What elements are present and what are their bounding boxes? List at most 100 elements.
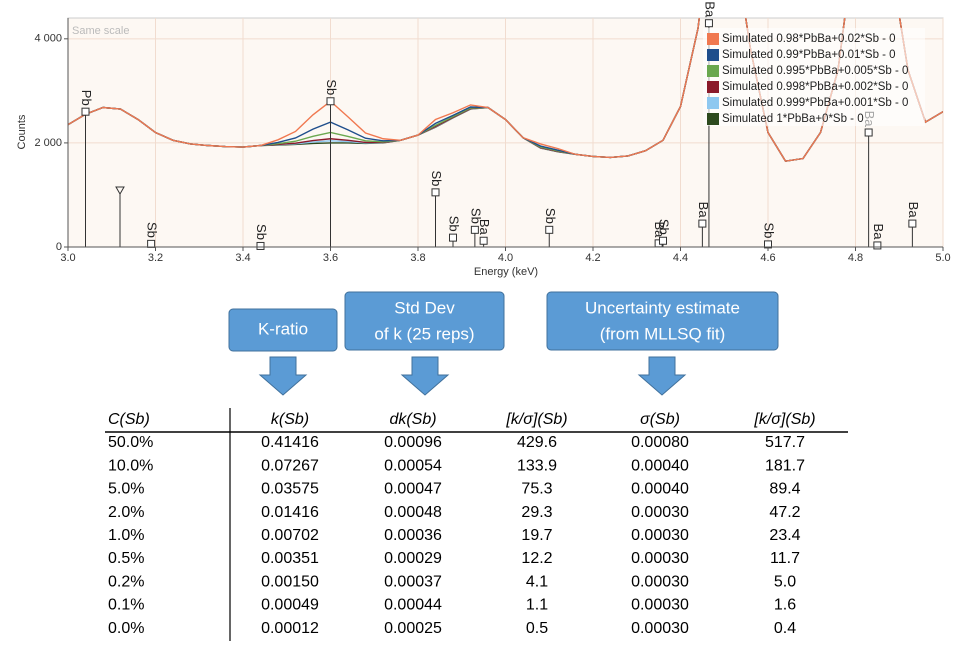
table-header: [k/σ](Sb) [505,411,567,428]
x-tick-label: 3.2 [148,252,163,264]
y-tick-label: 0 [56,241,62,253]
legend-swatch [707,33,719,45]
marker-label: Sb [543,208,558,224]
legend-label: Simulated 0.98*PbBa+0.02*Sb - 0 [722,33,896,45]
x-tick-label: 4.0 [498,252,513,264]
marker-square [431,188,440,197]
table-cell: 0.5% [108,550,144,567]
x-tick-label: 5.0 [935,252,950,264]
legend-box [703,28,925,126]
marker-square [545,225,554,234]
legend-label: Simulated 0.998*PbBa+0.002*Sb - 0 [722,81,908,93]
table-cell: 133.9 [517,457,557,474]
callout-box [228,308,338,352]
table-cell: 0.01416 [261,504,319,521]
markers: PbSbSbSbSbSbSbBaSbBaSbBaBaSbBaBaBa [79,1,921,250]
marker-square [256,241,265,250]
callout-text: Uncertainty estimate [585,298,740,317]
table-cell: 0.2% [108,573,144,590]
callout-text: Std Dev [394,298,455,317]
marker-label: Sb [429,170,444,186]
table-cell: 0.00054 [384,457,442,474]
marker-label: Ba [906,202,921,219]
table-header: [k/σ](Sb) [753,411,815,428]
table-cell: 0.0% [108,620,144,637]
table-cell: 0.00030 [631,573,689,590]
table-cell: 0.00012 [261,620,319,637]
table: C(Sb) k(Sb) dk(Sb) [k/σ](Sb) σ(Sb) [k/σ](Sb) 5… [108,411,816,637]
table-cell: 0.41416 [261,434,319,451]
callout-arrow [400,356,450,396]
table-cell: 0.00036 [384,527,442,544]
table-cell: 0.00030 [631,527,689,544]
table-cell: 0.00096 [384,434,442,451]
table-cell: 0.00048 [384,504,442,521]
marker-square [908,219,917,228]
x-tick-label: 3.8 [410,252,425,264]
table-cell: 29.3 [521,504,552,521]
legend-label: Simulated 0.99*PbBa+0.01*Sb - 0 [722,49,896,61]
callout-text: K-ratio [258,319,308,338]
callout-box [344,291,505,351]
marker-label: Sb [762,222,777,238]
callout-arrow [258,356,308,396]
table-cell: 0.00044 [384,597,442,614]
marker-label: Sb [657,219,672,235]
table-cell: 181.7 [765,457,805,474]
callout-box [546,291,779,351]
table-cell: 1.6 [774,597,796,614]
table-cell: 0.03575 [261,481,319,498]
marker-label: Ba [652,221,667,238]
table-cell: 2.0% [108,504,144,521]
table-cell: 0.00080 [631,434,689,451]
legend-swatch [707,49,719,61]
escape-marker [115,186,125,196]
table-cell: 0.5 [526,620,548,637]
marker-label: Pb [79,90,94,106]
x-tick-label: 4.8 [848,252,863,264]
table-cell: 11.7 [770,550,800,567]
x-tick-label: 3.4 [235,252,250,264]
table-cell: 1.0% [108,527,144,544]
table-cell: 0.00025 [384,620,442,637]
table-cell: 5.0% [108,481,144,498]
marker-square [873,241,882,250]
table-cell: 19.7 [521,527,552,544]
table-header: σ(Sb) [640,411,680,428]
table-cell: 0.4 [774,620,796,637]
table-cell: 429.6 [517,434,557,451]
table-cell: 0.00040 [631,457,689,474]
table-cell: 89.4 [769,481,800,498]
y-axis-label: Counts [16,114,28,149]
marker-square [470,225,479,234]
marker-label: Sb [447,216,462,232]
x-tick-label: 3.6 [323,252,338,264]
y-tick-label: 2 000 [34,137,62,149]
table-cell: 0.00030 [631,504,689,521]
legend-swatch [707,81,719,93]
table-cell: 0.00351 [261,550,319,567]
marker-label: Ba [703,1,718,18]
table-cell: 0.00037 [384,573,442,590]
marker-label: Ba [696,202,711,219]
marker-label: Sb [468,208,483,224]
marker-square [147,239,156,248]
marker-square [449,233,457,242]
table-cell: 0.1% [108,597,144,614]
legend-swatch [707,97,719,109]
marker-label: Sb [145,222,160,238]
legend-label: Simulated 0.995*PbBa+0.005*Sb - 0 [722,65,908,77]
marker-label: Ba [477,219,492,236]
legend-label: Simulated 0.999*PbBa+0.001*Sb - 0 [722,97,908,109]
table-cell: 0.00047 [384,481,442,498]
marker-square [704,19,713,28]
table-cell: 0.00049 [261,597,319,614]
marker-square [479,236,488,245]
callout-text: (from MLLSQ fit) [600,324,726,343]
marker-square [659,236,667,245]
marker-label: Sb [324,79,339,95]
table-cell: 0.00030 [631,597,689,614]
table-cell: 0.00702 [261,527,319,544]
table-cell: 5.0 [774,573,796,590]
